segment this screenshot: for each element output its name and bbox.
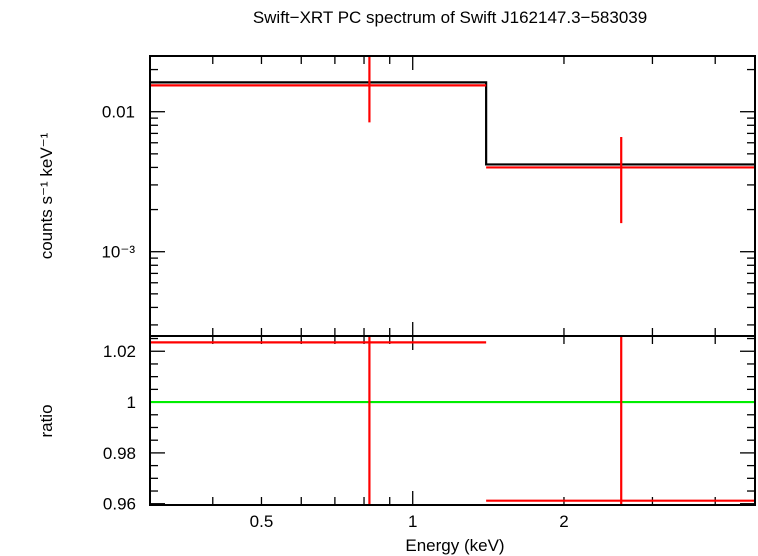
spectrum-data-points [150, 56, 755, 224]
model-step-path [150, 81, 755, 166]
ratio-y-tick-label: 0.98 [103, 444, 136, 463]
spectrum-y-tick-labels: 0.01 10⁻³ [101, 103, 135, 262]
ratio-y-tick-label: 1 [127, 393, 136, 412]
ratio-y-tick-labels: 0.96 0.98 1 1.02 [103, 342, 136, 513]
spectrum-panel: 0.01 10⁻³ counts s⁻¹ keV⁻¹ [37, 55, 756, 337]
spectrum-panel-frame [149, 55, 756, 337]
ratio-panel: 0.96 0.98 1 1.02 ratio [37, 335, 756, 514]
x-tick-label: 0.5 [250, 512, 274, 531]
x-tick-label: 1 [408, 512, 417, 531]
model-step-line [150, 81, 755, 166]
spectrum-y-axis-label: counts s⁻¹ keV⁻¹ [37, 132, 56, 259]
ratio-panel-frame [149, 335, 756, 506]
x-tick-labels: 0.5 1 2 [250, 512, 569, 531]
spectrum-axis-ticks [149, 56, 755, 336]
ratio-axis-ticks [149, 336, 755, 505]
spectrum-y-tick-label: 10⁻³ [101, 243, 135, 262]
x-tick-label: 2 [559, 512, 568, 531]
chart-title: Swift−XRT PC spectrum of Swift J162147.3… [253, 8, 647, 27]
x-axis-label: Energy (keV) [405, 536, 504, 555]
ratio-data-points [150, 336, 755, 505]
ratio-y-axis-label: ratio [37, 404, 56, 437]
spectrum-y-tick-label: 0.01 [102, 103, 135, 122]
ratio-y-tick-label: 0.96 [103, 495, 136, 514]
ratio-y-tick-label: 1.02 [103, 342, 136, 361]
